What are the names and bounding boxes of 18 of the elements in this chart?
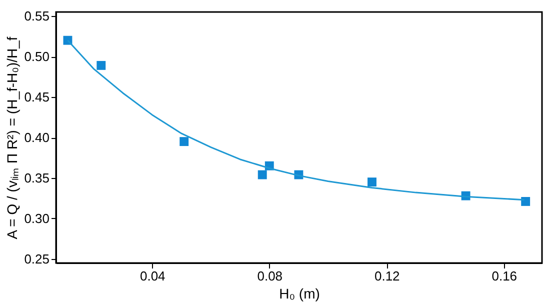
y-axis-title: A = Q / (vₗᵢₘ Π R²) = (H_f-H₀)/H_f <box>4 36 20 240</box>
point <box>368 178 376 187</box>
x-tick-label: 0.04 <box>140 268 166 284</box>
x-tick-label: 0.16 <box>492 268 518 284</box>
y-tick-label: 0.45 <box>24 90 50 105</box>
y-tick-label: 0.25 <box>24 251 50 266</box>
y-tick-label: 0.55 <box>24 8 50 24</box>
y-tick-label: 0.30 <box>24 210 50 226</box>
point <box>521 196 530 206</box>
x-tick-label: 0.08 <box>257 268 283 284</box>
y-tick-label: 0.40 <box>24 130 50 145</box>
point <box>258 170 267 180</box>
point <box>180 137 189 146</box>
point <box>96 60 106 70</box>
y-tick-label: 0.35 <box>24 170 50 186</box>
x-tick-label: 0.12 <box>374 268 400 284</box>
x-axis-title: H₀ (m) <box>279 286 320 302</box>
y-tick-label: 0.50 <box>24 49 50 64</box>
